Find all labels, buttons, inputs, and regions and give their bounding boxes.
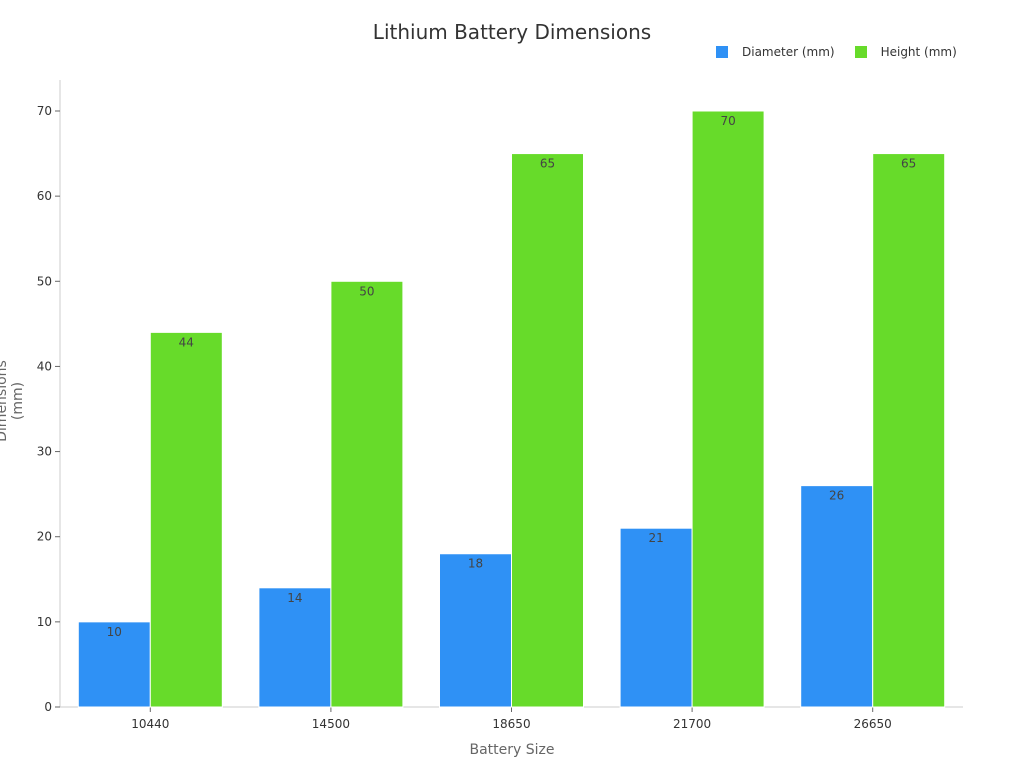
bar-diameter[interactable] — [439, 553, 512, 708]
x-tick-label: 10440 — [131, 717, 169, 731]
legend: Diameter (mm) Height (mm) — [716, 45, 977, 59]
y-tick-label: 30 — [37, 445, 52, 459]
y-tick-label: 10 — [37, 615, 52, 629]
bar-diameter[interactable] — [77, 621, 151, 708]
y-tick-label: 40 — [37, 359, 52, 373]
y-tick-label: 0 — [44, 700, 52, 714]
bar-height[interactable] — [330, 280, 404, 708]
legend-label-height: Height (mm) — [880, 45, 957, 59]
bar-diameter[interactable] — [258, 587, 332, 708]
legend-item-height[interactable]: Height (mm) — [854, 45, 957, 59]
y-tick-label: 50 — [37, 274, 52, 288]
legend-item-diameter[interactable]: Diameter (mm) — [716, 45, 835, 59]
y-tick-label: 20 — [37, 530, 52, 544]
y-tick-label: 60 — [37, 189, 52, 203]
bar-diameter[interactable] — [619, 527, 693, 708]
bar-value-label: 44 — [179, 335, 194, 349]
legend-label-diameter: Diameter (mm) — [742, 45, 835, 59]
legend-swatch-diameter — [716, 46, 728, 58]
x-tick-label: 26650 — [854, 717, 892, 731]
bar-height[interactable] — [511, 153, 584, 708]
bar-value-label: 65 — [540, 157, 555, 171]
bar-value-label: 21 — [648, 531, 663, 545]
bar-value-label: 14 — [287, 591, 302, 605]
bar-height[interactable] — [149, 331, 223, 708]
bar-value-label: 65 — [901, 157, 916, 171]
chart-title: Lithium Battery Dimensions — [372, 20, 652, 44]
x-tick-label: 18650 — [492, 717, 530, 731]
y-tick-label: 70 — [37, 104, 52, 118]
bar-value-label: 26 — [829, 489, 844, 503]
x-tick-label: 21700 — [673, 717, 711, 731]
bar-value-label: 10 — [107, 625, 122, 639]
x-tick-label: 14500 — [312, 717, 350, 731]
bar-value-label: 50 — [359, 284, 374, 298]
legend-swatch-height — [854, 46, 867, 58]
bar-value-label: 70 — [720, 114, 735, 128]
bar-height[interactable] — [872, 153, 946, 708]
bar-value-label: 18 — [468, 557, 483, 571]
bar-height[interactable] — [691, 110, 765, 708]
x-axis-label: Battery Size — [469, 742, 555, 758]
bar-diameter[interactable] — [800, 485, 874, 708]
